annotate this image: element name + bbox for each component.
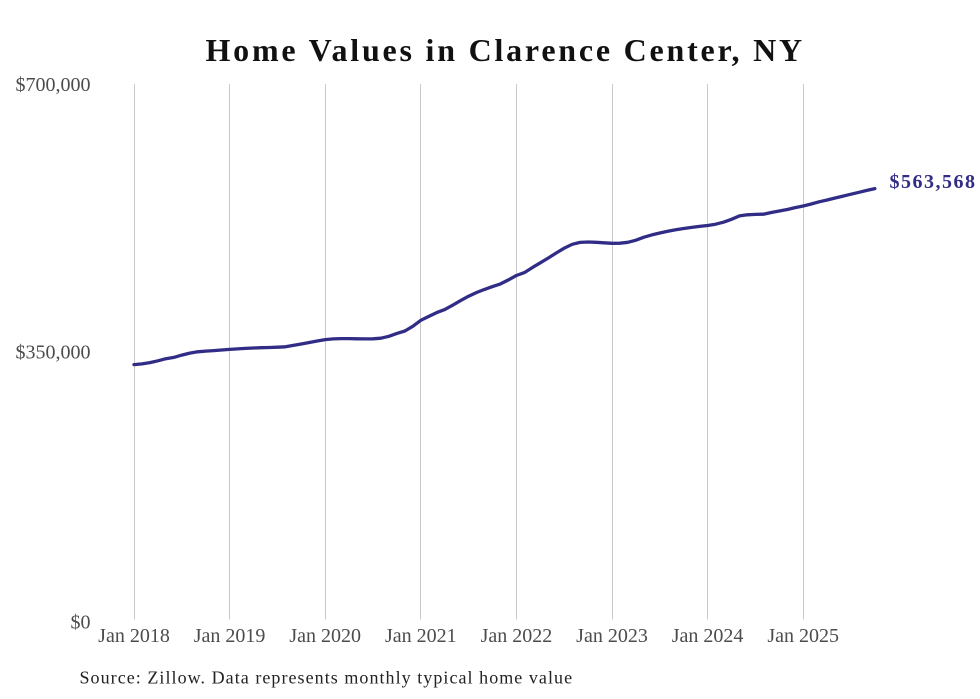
svg-text:$563,568: $563,568 [890,171,977,193]
svg-text:Jan 2022: Jan 2022 [481,625,553,647]
svg-text:$700,000: $700,000 [16,74,91,96]
svg-text:Home Values in Clarence Center: Home Values in Clarence Center, NY [206,32,805,68]
svg-text:Jan 2018: Jan 2018 [98,625,170,647]
svg-text:Jan 2024: Jan 2024 [672,625,744,647]
svg-text:$0: $0 [71,612,91,634]
svg-text:Jan 2020: Jan 2020 [289,625,361,647]
svg-text:Jan 2021: Jan 2021 [385,625,457,647]
svg-text:Jan 2025: Jan 2025 [767,625,839,647]
svg-text:Jan 2019: Jan 2019 [194,625,266,647]
svg-text:Source: Zillow. Data represent: Source: Zillow. Data represents monthly … [80,668,574,688]
svg-text:$350,000: $350,000 [16,342,91,364]
svg-text:Jan 2023: Jan 2023 [576,625,648,647]
